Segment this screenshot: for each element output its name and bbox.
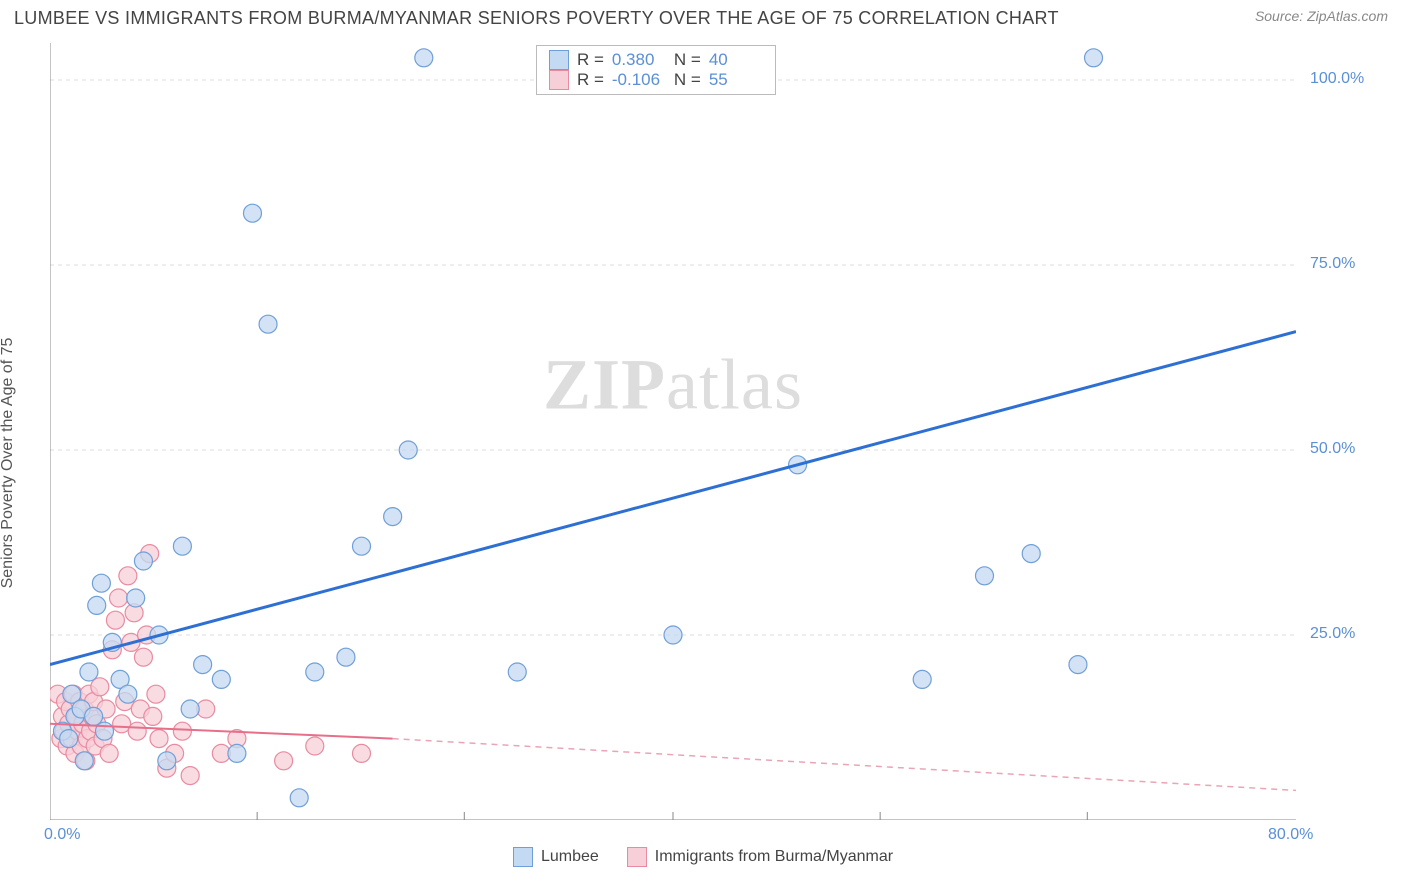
legend-item: Immigrants from Burma/Myanmar	[627, 847, 893, 867]
y-axis-label: Seniors Poverty Over the Age of 75	[0, 338, 17, 589]
plot-area: ZIPatlas R =0.380N =40R =-0.106N =55	[50, 43, 1296, 820]
legend-label: Immigrants from Burma/Myanmar	[655, 848, 893, 866]
y-tick-label: 100.0%	[1310, 70, 1364, 88]
scatter-chart	[50, 43, 1296, 820]
y-tick-label: 75.0%	[1310, 255, 1355, 273]
legend-item: Lumbee	[513, 847, 599, 867]
correlation-stats-box: R = 0.380 N = 40 R = -0.106 N = 55	[536, 45, 776, 95]
legend: Lumbee Immigrants from Burma/Myanmar	[0, 847, 1406, 867]
stats-row: R = -0.106 N = 55	[549, 70, 763, 90]
stats-n-label: N =	[674, 70, 701, 90]
stats-n-value: 40	[709, 50, 763, 70]
stats-r-label: R =	[577, 70, 604, 90]
y-tick-label: 50.0%	[1310, 440, 1355, 458]
stats-r-label: R =	[577, 50, 604, 70]
stats-n-value: 55	[709, 70, 763, 90]
stats-r-value: 0.380	[612, 50, 666, 70]
legend-swatch	[513, 847, 533, 867]
legend-swatch	[627, 847, 647, 867]
x-tick-label: 80.0%	[1268, 826, 1313, 844]
stats-row: R = 0.380 N = 40	[549, 50, 763, 70]
stats-n-label: N =	[674, 50, 701, 70]
stats-swatch	[549, 50, 569, 70]
y-tick-label: 25.0%	[1310, 625, 1355, 643]
stats-r-value: -0.106	[612, 70, 666, 90]
stats-swatch	[549, 70, 569, 90]
legend-label: Lumbee	[541, 848, 599, 866]
source-label: Source: ZipAtlas.com	[1255, 8, 1388, 24]
x-tick-label: 0.0%	[44, 826, 80, 844]
chart-container: Seniors Poverty Over the Age of 75 ZIPat…	[0, 33, 1406, 875]
chart-title: LUMBEE VS IMMIGRANTS FROM BURMA/MYANMAR …	[14, 8, 1059, 29]
